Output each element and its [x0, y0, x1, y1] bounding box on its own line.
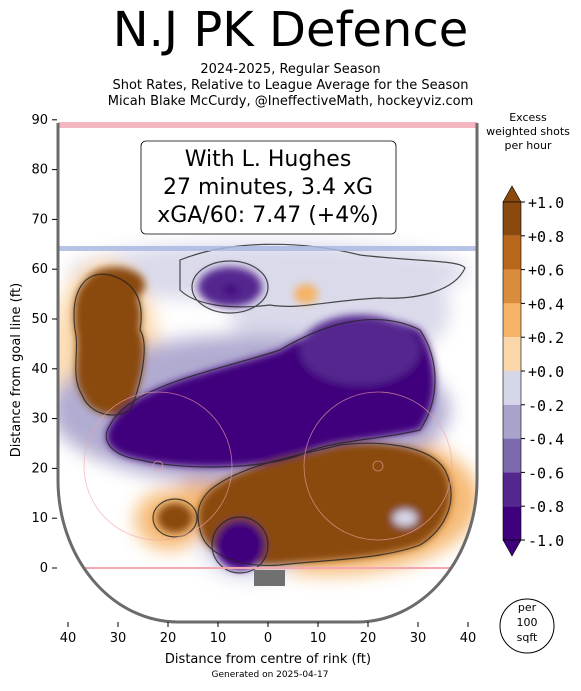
- y-tick-label: 40: [31, 362, 48, 377]
- colorbar-band: [503, 472, 521, 507]
- colorbar-tick-label: -0.8: [528, 498, 564, 516]
- x-axis-label: Distance from centre of rink (ft): [165, 652, 371, 667]
- annotation-box: With L. Hughes 27 minutes, 3.4 xG xGA/60…: [140, 140, 397, 235]
- chart-subtitle-season: 2024-2025, Regular Season: [200, 62, 381, 77]
- annotation-line-1: With L. Hughes: [185, 147, 352, 172]
- annotation-line-2: 27 minutes, 3.4 xG: [163, 175, 373, 200]
- colorbar-band: [503, 371, 521, 405]
- colorbar-max-arrow: [502, 185, 522, 203]
- x-tick-label: 40: [460, 631, 477, 646]
- colorbar: +1.0 +0.8 +0.6 +0.4 +0.2 +0.0 -0.2 -0.4 -0.6 -0.8…: [502, 185, 564, 557]
- unit-badge-line-3: sqft: [517, 631, 538, 644]
- colorbar-band: [503, 337, 521, 371]
- x-tick-label: 0: [264, 631, 272, 646]
- y-axis: 0 10 20 30 40 50 60 70 80 90: [31, 113, 57, 576]
- chart-subtitle-author: Micah Blake McCurdy, @IneffectiveMath, h…: [107, 94, 474, 109]
- chart-subtitle-description: Shot Rates, Relative to League Average f…: [112, 78, 469, 93]
- colorbar-title-line-1: Excess: [509, 111, 547, 124]
- heatmap-layer: [58, 123, 477, 622]
- colorbar-band: [503, 235, 521, 270]
- colorbar-band: [503, 303, 521, 338]
- colorbar-tick-label: -0.2: [528, 397, 564, 415]
- x-tick-label: 10: [210, 631, 227, 646]
- x-tick-label: 20: [360, 631, 377, 646]
- goal-net: [254, 570, 285, 586]
- colorbar-title: Excess weighted shots per hour: [478, 111, 578, 153]
- unit-badge-line-2: 100: [517, 616, 538, 629]
- y-tick-label: 90: [31, 113, 48, 128]
- colorbar-tick-label: -1.0: [528, 532, 564, 550]
- x-tick-label: 20: [160, 631, 177, 646]
- colorbar-tick-label: +0.0: [528, 363, 564, 381]
- colorbar-tick-label: +0.4: [528, 295, 564, 313]
- annotation-line-3: xGA/60: 7.47 (+4%): [157, 203, 378, 228]
- colorbar-tick-label: -0.6: [528, 464, 564, 482]
- colorbar-band: [503, 404, 521, 439]
- centre-red-line: [58, 122, 477, 128]
- y-tick-label: 60: [31, 262, 48, 277]
- y-tick-label: 0: [40, 561, 48, 576]
- chart-title: N.J PK Defence: [112, 2, 469, 58]
- blue-line: [58, 246, 477, 251]
- unit-badge: per 100 sqft: [499, 598, 555, 654]
- y-tick-label: 10: [31, 511, 48, 526]
- y-axis-label: Distance from goal line (ft): [9, 283, 24, 457]
- colorbar-tick-label: -0.4: [528, 431, 564, 449]
- colorbar-title-line-2: weighted shots: [486, 125, 570, 138]
- y-tick-label: 30: [31, 412, 48, 427]
- colorbar-tick-label: +0.8: [528, 228, 564, 246]
- y-tick-label: 80: [31, 163, 48, 178]
- y-tick-label: 50: [31, 312, 48, 327]
- colorbar-min-arrow: [502, 539, 522, 557]
- colorbar-band: [503, 438, 521, 473]
- y-tick-label: 20: [31, 461, 48, 476]
- x-axis: 40 30 20 10 0 10 20 30 40: [60, 622, 477, 646]
- x-tick-label: 30: [110, 631, 127, 646]
- colorbar-tick-label: +0.2: [528, 329, 564, 347]
- colorbar-tick-label: +1.0: [528, 194, 564, 212]
- colorbar-band: [503, 202, 521, 236]
- unit-badge-line-1: per: [518, 601, 537, 614]
- x-tick-label: 30: [410, 631, 427, 646]
- y-tick-label: 70: [31, 212, 48, 227]
- footer-generated-date: Generated on 2025-04-17: [211, 670, 329, 680]
- x-tick-label: 40: [60, 631, 77, 646]
- colorbar-band: [503, 269, 521, 304]
- colorbar-tick-label: +0.6: [528, 262, 564, 280]
- colorbar-band: [503, 506, 521, 540]
- x-tick-label: 10: [310, 631, 327, 646]
- colorbar-title-line-3: per hour: [504, 139, 552, 152]
